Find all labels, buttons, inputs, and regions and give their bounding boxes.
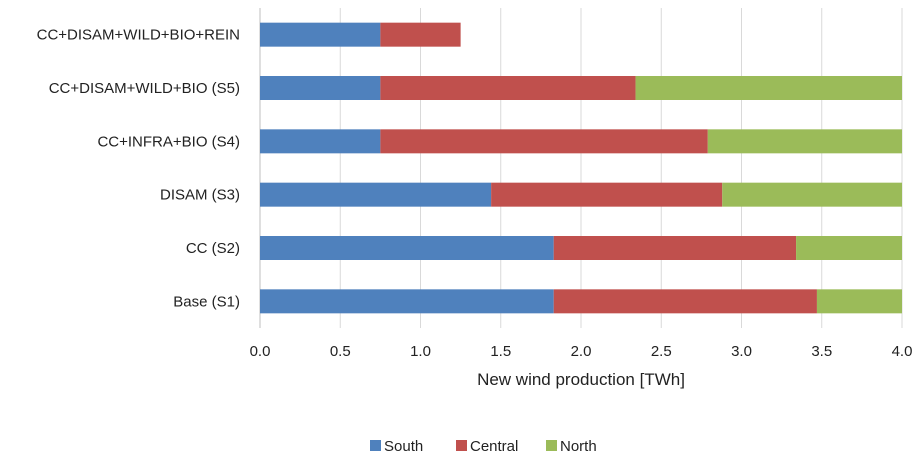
bar-south-0 [260, 22, 381, 47]
category-label: CC+DISAM+WILD+BIO+REIN [37, 27, 240, 44]
legend-swatch-south [370, 440, 381, 451]
x-tick-label: 3.0 [731, 343, 752, 360]
x-tick-label: 0.5 [330, 343, 351, 360]
bar-central-5 [553, 289, 817, 314]
x-axis-title: New wind production [TWh] [477, 370, 685, 389]
bar-central-3 [491, 182, 723, 207]
bar-north-1 [635, 76, 902, 100]
bar-south-4 [260, 236, 554, 260]
legend: South Central North [370, 438, 597, 455]
x-tick-label: 3.5 [811, 343, 832, 360]
gridlines [259, 8, 903, 328]
x-tick-label: 2.0 [571, 343, 592, 360]
category-labels: CC+DISAM+WILD+BIO+REIN CC+DISAM+WILD+BIO … [37, 27, 240, 311]
bar-north-4 [796, 236, 902, 260]
bar-south-3 [260, 182, 492, 207]
bar-central-1 [380, 76, 636, 100]
category-label: CC+DISAM+WILD+BIO (S5) [49, 80, 240, 97]
x-tick-label: 1.0 [410, 343, 431, 360]
category-label: Base (S1) [173, 293, 240, 310]
bars [260, 22, 902, 314]
bar-north-2 [707, 129, 902, 154]
bar-north-5 [816, 289, 902, 314]
bar-south-1 [260, 76, 381, 100]
x-tick-label: 2.5 [651, 343, 672, 360]
legend-label-south: South [384, 438, 423, 455]
x-tick-label: 0.0 [250, 343, 271, 360]
bar-south-5 [260, 289, 554, 314]
legend-label-north: North [560, 438, 597, 455]
bar-central-2 [380, 129, 708, 154]
category-label: CC (S2) [186, 240, 240, 257]
bar-south-2 [260, 129, 381, 154]
legend-swatch-north [546, 440, 557, 451]
legend-swatch-central [456, 440, 467, 451]
category-label: CC+INFRA+BIO (S4) [97, 133, 240, 150]
x-tick-labels: 0.0 0.5 1.0 1.5 2.0 2.5 3.0 3.5 4.0 [250, 343, 913, 360]
x-tick-label: 1.5 [490, 343, 511, 360]
legend-label-central: Central [470, 438, 518, 455]
x-tick-label: 4.0 [892, 343, 913, 360]
bar-central-0 [380, 22, 461, 47]
bar-north-3 [722, 182, 902, 207]
category-label: DISAM (S3) [160, 187, 240, 204]
bar-central-4 [553, 236, 797, 260]
